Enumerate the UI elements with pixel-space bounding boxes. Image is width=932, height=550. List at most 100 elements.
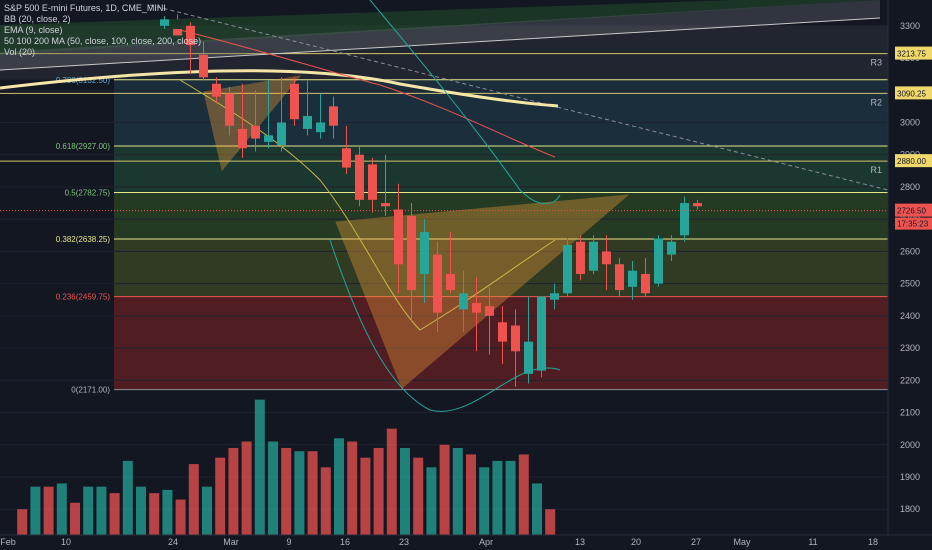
price-tick-label: 2300	[900, 343, 920, 353]
time-tick-label: 27	[691, 537, 701, 547]
volume-bar	[109, 493, 120, 535]
volume-bar	[492, 460, 503, 535]
candle-body	[524, 341, 533, 374]
time-tick-label: 20	[631, 537, 641, 547]
trend-channel-green	[0, 0, 880, 55]
candle-body	[251, 125, 260, 139]
time-tick-label: May	[733, 537, 751, 547]
volume-bar	[56, 483, 67, 535]
volume-bar	[136, 486, 146, 535]
fib-label: 0.5(2782.75)	[65, 188, 111, 197]
candle-body	[693, 203, 702, 207]
price-tick-label: 1900	[900, 472, 920, 482]
pivot-tag-label: 2880.00	[897, 157, 926, 166]
fib-label: 0.236(2459.75)	[56, 293, 111, 302]
candle-body	[446, 273, 455, 291]
volume-bar	[373, 447, 384, 535]
volume-bar	[386, 428, 397, 535]
fib-label: 0(2171.00)	[71, 386, 110, 395]
volume-bar	[268, 441, 278, 535]
volume-bar	[347, 441, 358, 535]
sma200-line	[0, 69, 559, 108]
time-tick-label: 11	[808, 537, 817, 547]
volume-bar	[479, 467, 490, 535]
candle-body	[667, 241, 676, 255]
candle-body	[602, 251, 611, 265]
volume-bar	[545, 509, 556, 535]
candle-body	[537, 296, 546, 371]
volume-bar	[215, 457, 226, 535]
candle-body	[329, 106, 338, 126]
candle-body	[368, 164, 377, 200]
time-tick-label: Apr	[479, 537, 493, 547]
volume-bar	[175, 499, 186, 535]
price-tick-label: 2600	[900, 246, 920, 256]
candle-body	[628, 270, 637, 287]
ema-line	[179, 79, 556, 331]
price-tick-label: 1800	[900, 504, 920, 514]
last-price-label: 2726.50	[897, 207, 926, 216]
legend: S&P 500 E-mini Futures, 1D, CME_MINI BB …	[4, 3, 201, 58]
volume-bar	[320, 467, 331, 535]
candle-body	[277, 122, 286, 146]
pivot-tag-label: 3090.25	[897, 89, 926, 98]
candle-body	[420, 232, 429, 274]
candle-body	[680, 203, 689, 236]
indicator-bb[interactable]: BB (20, close, 2)	[4, 14, 71, 24]
price-tick-label: 2100	[900, 408, 920, 418]
pivot-name: R3	[870, 58, 882, 68]
bb-lower	[329, 239, 561, 412]
time-tick-label: 9	[286, 537, 291, 547]
candle-body	[641, 273, 650, 294]
volume-bar	[439, 444, 450, 535]
candle-body	[589, 241, 598, 271]
volume-bar	[452, 447, 463, 535]
pivot-tag	[895, 86, 932, 100]
pivot-tag	[895, 154, 932, 168]
indicator-ma[interactable]: 50 100 200 MA (50, close, 100, close, 20…	[4, 36, 202, 46]
volume-bar	[254, 399, 265, 535]
volume-bar	[400, 447, 410, 535]
trend-line	[0, 17, 881, 71]
volume-bar	[83, 486, 94, 535]
candle-body	[485, 306, 494, 316]
candle-body	[433, 254, 442, 313]
fib-zone	[114, 239, 888, 297]
price-tick-label: 3000	[900, 117, 920, 127]
candle-body	[186, 25, 195, 46]
dashed-trend-line	[149, 4, 889, 191]
symbol-title[interactable]: S&P 500 E-mini Futures, 1D, CME_MINI	[4, 3, 166, 13]
trend-channel-grey	[0, 0, 880, 70]
volume-bar	[281, 447, 292, 535]
time-tick-label: 10	[61, 537, 71, 547]
candle-body	[654, 238, 663, 284]
pivot-tag	[895, 46, 932, 60]
price-tick-label: 2200	[900, 375, 920, 385]
fib-zone	[114, 296, 888, 390]
fib-zone	[114, 192, 888, 240]
candle-body	[199, 54, 208, 78]
candle-body	[316, 122, 325, 133]
indicator-vol[interactable]: Vol (20)	[4, 47, 36, 57]
price-tick-label: 2500	[900, 279, 920, 289]
volume-bar	[149, 493, 160, 535]
candle-body	[394, 209, 403, 265]
candle-body	[212, 83, 221, 97]
volume-bar	[518, 454, 529, 535]
volume-bar	[188, 464, 199, 535]
candle-body	[342, 148, 351, 168]
time-tick-label: 13	[575, 537, 585, 547]
candle-body	[238, 128, 247, 149]
volume-bar	[43, 486, 54, 535]
time-tick-label: Mar	[223, 537, 239, 547]
candle-body	[511, 325, 520, 352]
candle-body	[290, 83, 299, 120]
time-tick-label: Feb	[0, 537, 16, 547]
time-tick-label: 24	[168, 537, 178, 547]
indicator-ema[interactable]: EMA (9, close)	[4, 25, 63, 35]
volume-bar	[466, 454, 476, 535]
candle-body	[550, 293, 559, 300]
candle-body	[563, 244, 572, 294]
price-tick-label: 2000	[900, 440, 920, 450]
